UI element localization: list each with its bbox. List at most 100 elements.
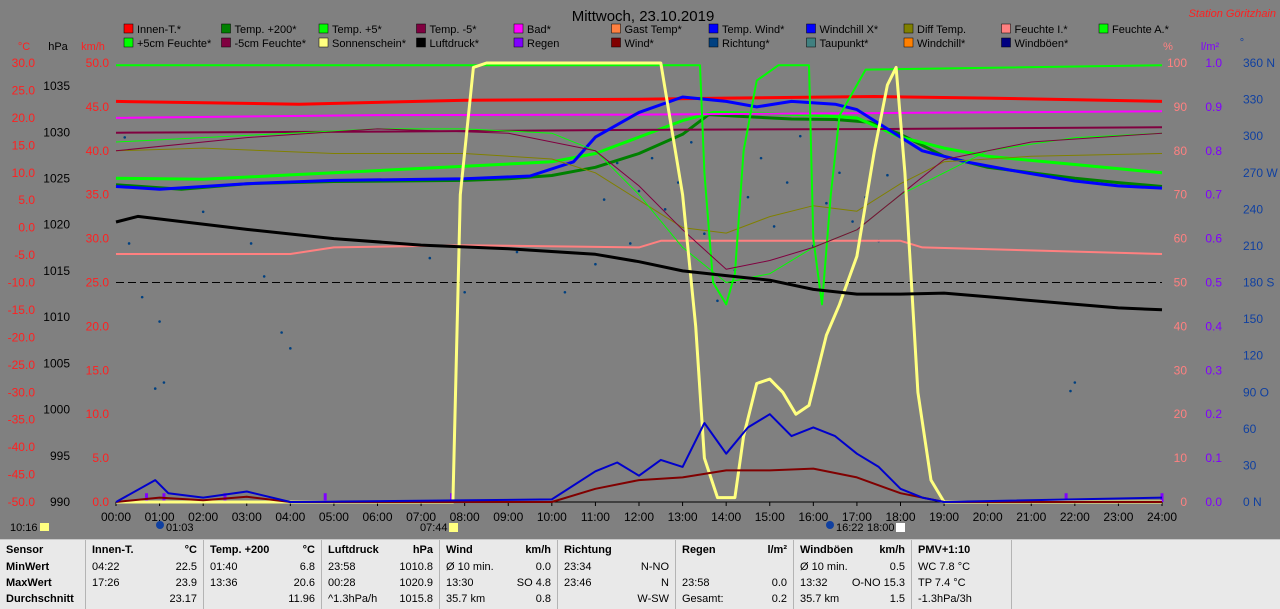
- hpa-unit: hPa: [48, 41, 68, 53]
- wind-direction-point: [201, 210, 205, 214]
- stats-column: Regen l/m² 23:58 0.0 Gesamt: 0.2: [676, 540, 794, 609]
- direction-tick-label: 360 N: [1243, 56, 1275, 70]
- time-tick-label: 15:00: [755, 510, 785, 524]
- time-tick-label: 17:00: [842, 510, 872, 524]
- wind-direction-point: [759, 156, 763, 160]
- stats-avg-row: Gesamt: 0.2: [682, 593, 787, 605]
- time-tick-label: 16:00: [798, 510, 828, 524]
- pct-tick-label: 90: [1174, 100, 1188, 114]
- celsius-unit: °C: [18, 41, 30, 53]
- wind-direction-point: [158, 320, 161, 323]
- time-tick-label: 00:00: [101, 510, 131, 524]
- wind-direction-point: [663, 208, 667, 211]
- legend-swatch: [611, 37, 621, 48]
- wind-direction-point: [123, 136, 127, 139]
- pct-unit: %: [1163, 41, 1173, 53]
- wind-direction-point: [563, 290, 567, 294]
- kmh-tick-label: 50.0: [86, 56, 110, 70]
- legend-swatch: [903, 37, 914, 48]
- stats-max-row: 23:58 0.0: [682, 577, 787, 589]
- series-line: [115, 126, 1163, 134]
- legend-label: Windböen*: [1015, 38, 1070, 50]
- stats-column-header: Luftdruck hPa: [328, 544, 433, 556]
- celsius-tick-label: -35.0: [8, 413, 36, 427]
- wind-direction-point: [594, 262, 597, 266]
- time-tick-label: 14:00: [711, 510, 741, 524]
- wind-direction-point: [703, 232, 706, 236]
- stats-avg-row: 11.96: [288, 593, 315, 605]
- time-tick-label: 24:00: [1147, 510, 1177, 524]
- wind-direction-point: [615, 161, 619, 165]
- wind-direction-point: [628, 242, 632, 245]
- stats-min-row: 01:40 6.8: [210, 561, 315, 573]
- stats-column-header: Temp. +200 °C: [210, 544, 315, 556]
- stats-column-header: Regen l/m²: [682, 544, 787, 556]
- direction-tick-label: 0 N: [1243, 495, 1262, 509]
- stats-min-row: 23:58 1010.8: [328, 561, 433, 573]
- legend-label: Temp. +5*: [332, 24, 383, 36]
- rain-tick-label: 0.4: [1205, 319, 1222, 333]
- legend-swatch: [708, 37, 719, 48]
- wind-direction-point: [785, 181, 789, 184]
- legend-label: Richtung*: [722, 38, 770, 50]
- moonset-icon: [826, 521, 834, 529]
- plot-area: [115, 61, 1164, 504]
- time-tick-label: 09:00: [493, 510, 523, 524]
- stats-avg-row: 35.7 km 0.8: [446, 593, 551, 605]
- celsius-tick-label: -25.0: [8, 358, 36, 372]
- kmh-tick-label: 15.0: [86, 363, 110, 377]
- kmh-tick-label: 30.0: [86, 232, 110, 246]
- hpa-tick-label: 1005: [43, 356, 70, 370]
- direction-tick-label: 270 W: [1243, 166, 1278, 180]
- celsius-tick-label: -15.0: [8, 303, 36, 317]
- legend-label: Bad*: [527, 24, 552, 36]
- rain-tick-label: 0.7: [1205, 188, 1222, 202]
- stats-min-row: 23:34 N-NO: [564, 561, 669, 573]
- celsius-tick-label: -50.0: [8, 495, 36, 509]
- legend-label: Temp. Wind*: [722, 24, 785, 36]
- kmh-tick-label: 45.0: [86, 100, 110, 114]
- celsius-tick-label: -30.0: [8, 385, 36, 399]
- wind-direction-point: [249, 242, 253, 245]
- wind-direction-point: [140, 295, 144, 299]
- legend-label: Feuchte A.*: [1112, 24, 1170, 36]
- wind-direction-point: [153, 387, 157, 390]
- hpa-tick-label: 990: [50, 495, 70, 509]
- direction-tick-label: 60: [1243, 422, 1257, 436]
- time-tick-label: 20:00: [973, 510, 1003, 524]
- pct-tick-label: 100: [1167, 56, 1187, 70]
- chart-title: Mittwoch, 23.10.2019: [572, 8, 715, 25]
- time-tick-label: 08:00: [450, 510, 480, 524]
- pct-tick-label: 60: [1174, 232, 1188, 246]
- stats-column: Richtung 23:34 N-NO 23:46 N W-SW: [558, 540, 676, 609]
- stats-min-row: Ø 10 min. 0.0: [446, 561, 551, 573]
- wind-direction-point: [650, 156, 654, 160]
- legend-label: Gast Temp*: [625, 24, 683, 36]
- wind-direction-point: [280, 331, 283, 334]
- stats-avg-row: 35.7 km 1.5: [800, 593, 905, 605]
- celsius-tick-label: -45.0: [8, 468, 36, 482]
- rain-tick-label: 0.3: [1205, 363, 1222, 377]
- axis-labels: °C hPa km/h% l/m² ° 30.0 25.0 20.0 15.0 10.0 5.0 0.…: [8, 37, 1279, 524]
- time-tick-label: 11:00: [581, 510, 610, 524]
- series-line: [115, 128, 1163, 270]
- time-tick-label: 01:00: [145, 510, 175, 524]
- sunset-icon: [896, 523, 905, 532]
- legend-label: +5cm Feuchte*: [137, 38, 212, 50]
- wind-direction-point: [1069, 389, 1072, 393]
- legend-label: Innen-T.*: [137, 24, 182, 36]
- rain-tick-label: 0.9: [1205, 100, 1222, 114]
- legend-swatch: [806, 37, 816, 48]
- sunrise-time: 07:44: [420, 522, 448, 534]
- wind-direction-point: [428, 256, 432, 260]
- direction-tick-label: 180 S: [1243, 276, 1274, 290]
- time-tick-label: 22:00: [1060, 510, 1090, 524]
- legend-swatch: [318, 37, 329, 48]
- stats-max-row: 13:30 SO 4.8: [446, 577, 551, 589]
- pct-tick-label: 50: [1174, 276, 1188, 290]
- series-line: [115, 95, 1163, 106]
- hpa-tick-label: 1000: [43, 403, 70, 417]
- stats-avg-row: 23.17: [169, 593, 197, 605]
- stats-min-row: [682, 559, 787, 575]
- stats-min-row: WC 7.8 °C: [918, 561, 971, 573]
